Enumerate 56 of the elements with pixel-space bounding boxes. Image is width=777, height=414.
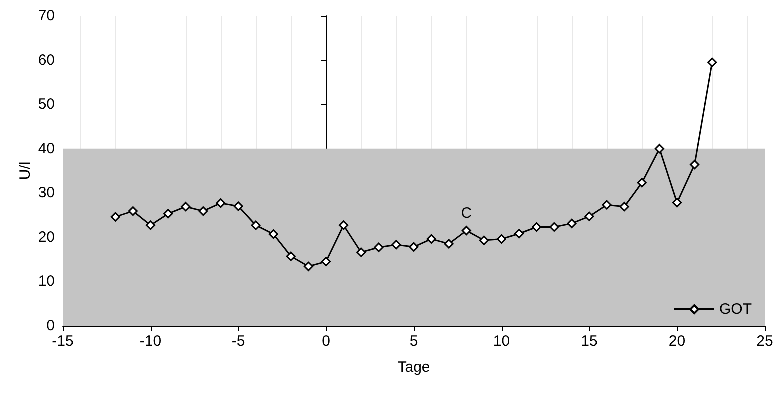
point xyxy=(497,234,506,244)
point xyxy=(374,242,384,252)
point xyxy=(356,248,366,258)
x-tick-label: -5 xyxy=(232,333,246,350)
point xyxy=(322,257,331,267)
point xyxy=(304,262,314,272)
y-tick-label: 0 xyxy=(46,318,55,334)
point xyxy=(637,178,647,188)
point xyxy=(567,218,577,228)
point xyxy=(462,226,472,236)
y-tick-label: 50 xyxy=(38,96,55,114)
y-tick-label: 60 xyxy=(38,52,55,69)
point xyxy=(426,234,436,244)
point xyxy=(620,202,630,212)
point xyxy=(198,206,208,216)
y-tick-label: 40 xyxy=(38,140,55,158)
point xyxy=(392,240,402,250)
point xyxy=(479,236,489,246)
x-tick-label: -15 xyxy=(52,333,74,350)
point xyxy=(128,206,138,216)
point xyxy=(286,252,296,262)
point xyxy=(181,202,191,212)
point xyxy=(268,230,278,240)
x-tick-label: 0 xyxy=(322,333,330,350)
x-tick-label: -10 xyxy=(140,333,162,350)
point xyxy=(409,242,419,252)
point xyxy=(164,209,174,219)
x-tick-label: 25 xyxy=(756,333,774,350)
x-tick-label: 10 xyxy=(493,333,510,350)
x-tick-label: 15 xyxy=(581,333,598,350)
point xyxy=(584,212,594,222)
y-tick-label: 70 xyxy=(38,8,55,24)
x-axis-title: Tage xyxy=(398,359,430,376)
y-axis-title: U/l xyxy=(17,162,34,180)
y-tick-label: 10 xyxy=(38,273,55,290)
y-tick-label: 30 xyxy=(38,184,55,202)
point xyxy=(690,160,700,170)
point xyxy=(216,198,226,208)
point xyxy=(146,220,156,230)
point xyxy=(514,229,524,239)
legend-label: GOT xyxy=(720,301,752,318)
point xyxy=(550,222,560,232)
point xyxy=(234,202,244,212)
annotation: C xyxy=(461,204,472,222)
point xyxy=(654,144,664,154)
point xyxy=(602,200,612,210)
point xyxy=(444,239,454,249)
point xyxy=(339,220,349,230)
point xyxy=(708,58,718,68)
point xyxy=(672,198,682,208)
x-tick-label: 5 xyxy=(410,333,418,350)
point xyxy=(532,222,542,232)
x-tick-label: 20 xyxy=(668,333,686,350)
point xyxy=(110,212,120,222)
point xyxy=(251,220,261,230)
y-tick-label: 20 xyxy=(38,228,55,246)
